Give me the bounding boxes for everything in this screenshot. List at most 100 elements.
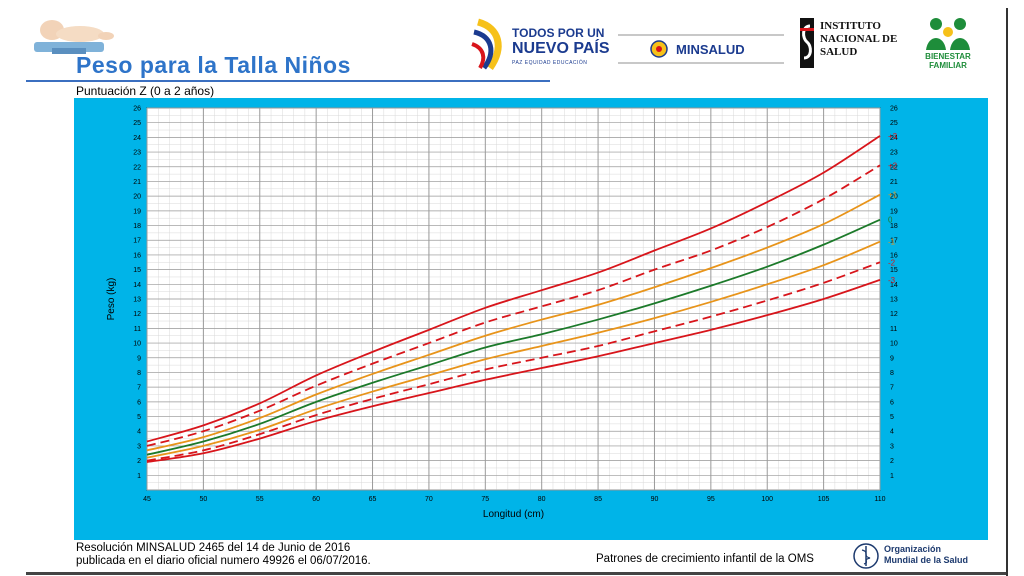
y-tick-label-right: 6	[890, 399, 894, 406]
y-tick-label-right: 17	[890, 238, 898, 245]
y-tick-label-right: 19	[890, 208, 898, 215]
y-tick-label-left: 6	[137, 399, 141, 406]
y-tick-label-right: 5	[890, 414, 894, 421]
y-tick-label-right: 15	[890, 267, 898, 274]
bienestar-familiar-logo: BIENESTAR FAMILIAR	[918, 16, 978, 74]
x-tick-labels: 45 50 55 60 65 70 75 80 85 90 95 100 105 110	[143, 496, 886, 503]
y-tick-label-right: 23	[890, 150, 898, 157]
y-tick-label-right: 4	[890, 429, 894, 436]
series-label-+2: +2	[888, 161, 898, 170]
y-tick-label-left: 18	[133, 223, 141, 230]
y-tick-label-left: 10	[133, 341, 141, 348]
y-tick-label-left: 5	[137, 414, 141, 421]
y-tick-label-left: 17	[133, 238, 141, 245]
y-tick-label-right: 3	[890, 443, 894, 450]
y-tick-label-right: 14	[890, 282, 898, 289]
y-tick-label-right: 22	[890, 164, 898, 171]
x-tick-label: 70	[425, 496, 433, 503]
todos-por-un-nuevo-pais-logo: TODOS POR UN NUEVO PAÍS PAZ EQUIDAD EDUC…	[470, 18, 610, 72]
y-tick-label-left: 13	[133, 297, 141, 304]
y-tick-label-right: 16	[890, 252, 898, 259]
oms-text: Organización Mundial de la Salud	[884, 544, 968, 566]
y-tick-label-left: 16	[133, 252, 141, 259]
logo-text-line3: PAZ EQUIDAD EDUCACIÓN	[512, 60, 588, 66]
minsalud-text: MINSALUD	[676, 42, 745, 57]
oms-text-line2: Mundial de la Salud	[884, 555, 969, 565]
series-label--2: -2	[888, 258, 896, 267]
y-tick-label-left: 11	[134, 326, 141, 333]
baby-on-scale-illustration	[34, 20, 114, 54]
y-tick-labels-left: 1234567891011121314151617181920212223242…	[133, 106, 141, 480]
who-emblem-icon	[853, 543, 879, 569]
y-axis-label: Peso (kg)	[106, 278, 117, 321]
y-tick-label-left: 20	[133, 194, 141, 201]
y-tick-label-left: 23	[133, 150, 141, 157]
y-tick-label-right: 11	[890, 326, 897, 333]
title-underline	[26, 80, 550, 82]
x-tick-label: 80	[538, 496, 546, 503]
series-line-0	[146, 218, 881, 456]
series-line-+2	[146, 164, 881, 447]
x-tick-label: 50	[199, 496, 207, 503]
bienestar-text: BIENESTAR FAMILIAR	[918, 52, 978, 70]
ins-text-line2: NACIONAL DE	[820, 33, 898, 45]
y-tick-label-left: 1	[137, 473, 141, 480]
y-tick-label-right: 26	[890, 106, 898, 113]
right-border-rule	[1006, 8, 1008, 576]
y-tick-label-left: 14	[133, 282, 141, 289]
footer-resolution: Resolución MINSALUD 2465 del 14 de Junio…	[76, 542, 371, 568]
x-tick-label: 90	[651, 496, 659, 503]
y-tick-label-right: 7	[890, 385, 894, 392]
family-figures-icon	[926, 18, 970, 50]
y-tick-label-right: 2	[890, 458, 894, 465]
y-tick-label-left: 8	[137, 370, 141, 377]
y-tick-label-left: 22	[133, 164, 141, 171]
y-tick-label-left: 26	[133, 106, 141, 113]
y-tick-label-left: 25	[133, 120, 141, 127]
y-tick-label-right: 18	[890, 223, 898, 230]
page-title: Peso para la Talla Niños	[76, 52, 351, 78]
x-tick-label: 95	[707, 496, 715, 503]
footer-resolution-line1: Resolución MINSALUD 2465 del 14 de Junio…	[76, 542, 351, 554]
y-tick-label-right: 13	[890, 297, 898, 304]
y-tick-label-right: 20	[890, 194, 898, 201]
y-tick-label-left: 12	[133, 311, 141, 318]
x-tick-label: 60	[312, 496, 320, 503]
series-label-+1: +1	[888, 191, 898, 200]
x-tick-label: 75	[481, 496, 489, 503]
y-tick-label-left: 3	[137, 443, 141, 450]
y-tick-label-left: 2	[137, 458, 141, 465]
y-tick-label-right: 21	[890, 179, 898, 186]
y-tick-label-right: 24	[890, 135, 898, 142]
bienestar-text-line1: BIENESTAR	[925, 52, 971, 61]
y-tick-label-left: 15	[133, 267, 141, 274]
oms-logo: Organización Mundial de la Salud	[850, 540, 980, 572]
logo-text-line2: NUEVO PAÍS	[512, 40, 610, 57]
ins-logo: INSTITUTO NACIONAL DE SALUD	[798, 18, 913, 70]
bienestar-text-line2: FAMILIAR	[929, 61, 967, 70]
y-tick-label-right: 9	[890, 355, 894, 362]
y-tick-label-right: 25	[890, 120, 898, 127]
x-tick-label: 110	[874, 496, 885, 503]
series-line-+1	[146, 193, 881, 452]
series-line--1	[146, 240, 881, 459]
x-tick-label: 55	[256, 496, 264, 503]
page-subtitle: Puntuación Z (0 a 2 años)	[76, 84, 215, 98]
y-tick-labels-right: 1234567891011121314151617181920212223242…	[890, 106, 898, 480]
x-tick-label: 65	[369, 496, 377, 503]
ins-text-line3: SALUD	[820, 46, 858, 58]
x-tick-label: 45	[143, 496, 151, 503]
colombia-seal-icon	[650, 40, 668, 58]
weight-for-length-chart: 45 50 55 60 65 70 75 80 85 90 95 100 105 110 12345678…	[106, 106, 898, 521]
series-label-+3: +3	[888, 132, 898, 141]
bottom-border-rule	[26, 572, 1006, 575]
y-tick-label-left: 7	[137, 385, 141, 392]
oms-text-line1: Organización	[884, 544, 942, 554]
series-line-+3	[146, 135, 881, 443]
series-labels: +3 +2 +1 0 -1 -2 -3	[888, 132, 898, 285]
series-line--3	[146, 279, 881, 463]
tricolor-swoosh-icon	[471, 18, 502, 71]
series-label--3: -3	[888, 276, 896, 285]
y-tick-label-right: 12	[890, 311, 898, 318]
y-tick-label-left: 4	[137, 429, 141, 436]
